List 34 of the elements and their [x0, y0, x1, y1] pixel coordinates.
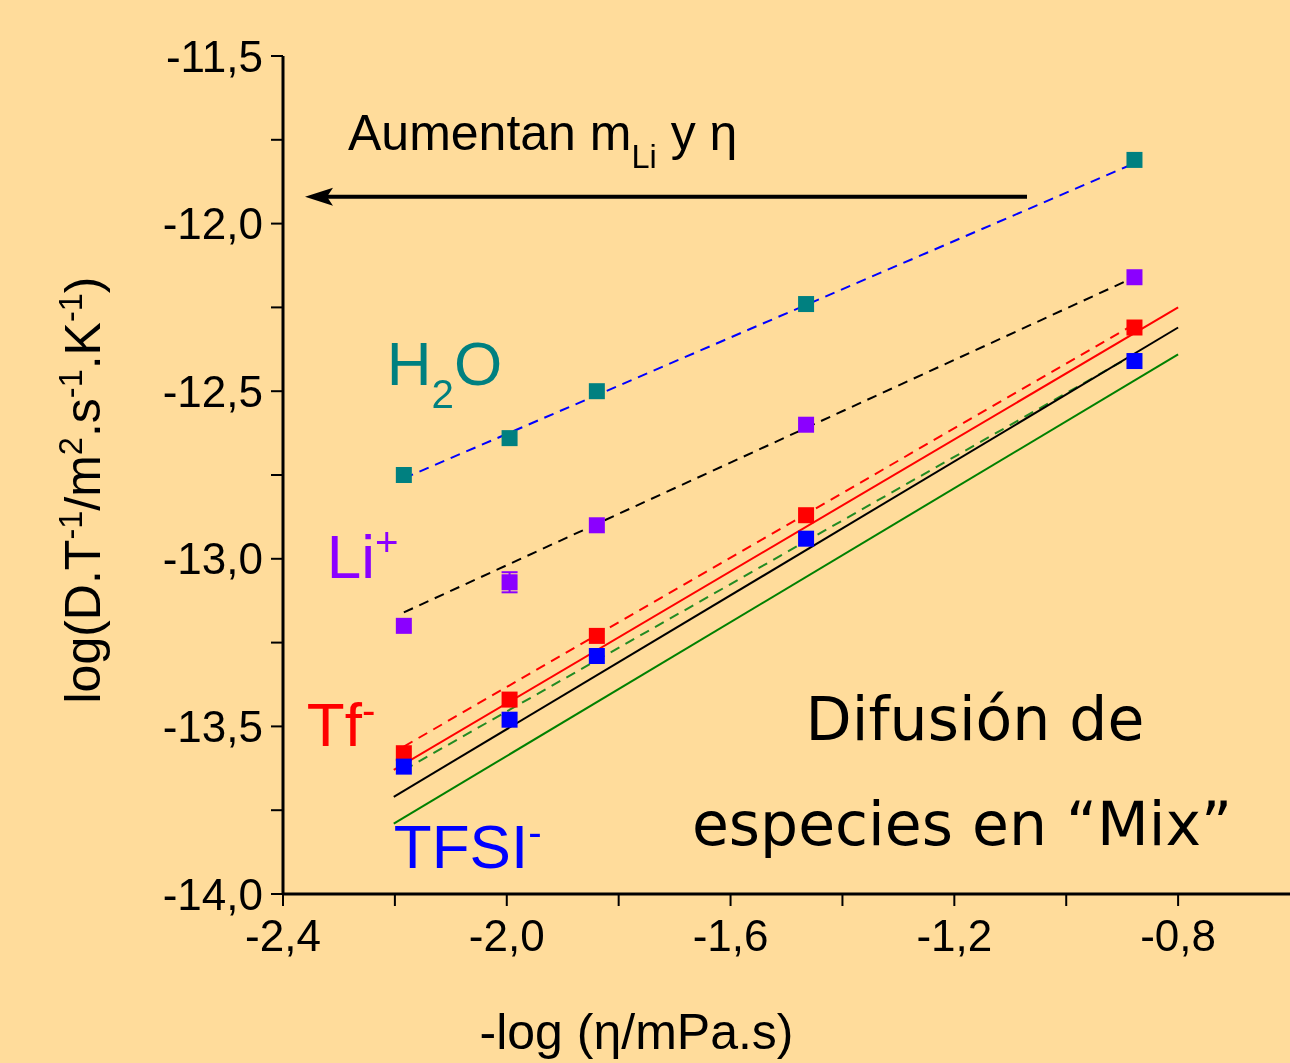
y-tick-label: -13,0: [162, 534, 263, 584]
series-label: Tf$^{-}$: [306, 687, 376, 760]
point: [395, 617, 412, 634]
point: [501, 691, 518, 708]
point: [588, 517, 605, 534]
point: [588, 383, 605, 400]
point: [501, 430, 518, 447]
x-tick-label: -2,0: [468, 911, 545, 961]
point: [1126, 319, 1143, 336]
point: [1126, 353, 1143, 370]
point: [798, 530, 815, 547]
point: [588, 627, 605, 644]
y-tick-label: -12,0: [162, 199, 263, 249]
y-tick-label: -12,5: [162, 366, 263, 416]
annotation: Aumentan m$_{Li}$ y η: [348, 105, 738, 175]
series-label: Li$^{+}$: [326, 519, 399, 591]
series-label: TFSI$^{-}$: [393, 809, 542, 881]
point: [395, 467, 412, 483]
y-tick-label: -11,5: [165, 31, 263, 81]
x-tick-label: -1,6: [692, 911, 769, 961]
x-axis-title: -log (η/mPa.s): [479, 1004, 794, 1060]
point: [1126, 151, 1143, 168]
point: [501, 711, 518, 728]
series-label: H$_{2}$O: [386, 329, 503, 417]
point: [798, 416, 815, 433]
point: [588, 648, 605, 665]
point: [798, 507, 815, 524]
x-tick-label: -1,2: [916, 911, 993, 961]
point: [1126, 269, 1143, 286]
annotation: Difusión de especies en “Mix”: [691, 684, 1233, 859]
point: [395, 758, 412, 775]
x-tick-label: -0,8: [1140, 911, 1217, 961]
point: [798, 296, 815, 313]
y-tick-label: -13,5: [162, 702, 263, 752]
